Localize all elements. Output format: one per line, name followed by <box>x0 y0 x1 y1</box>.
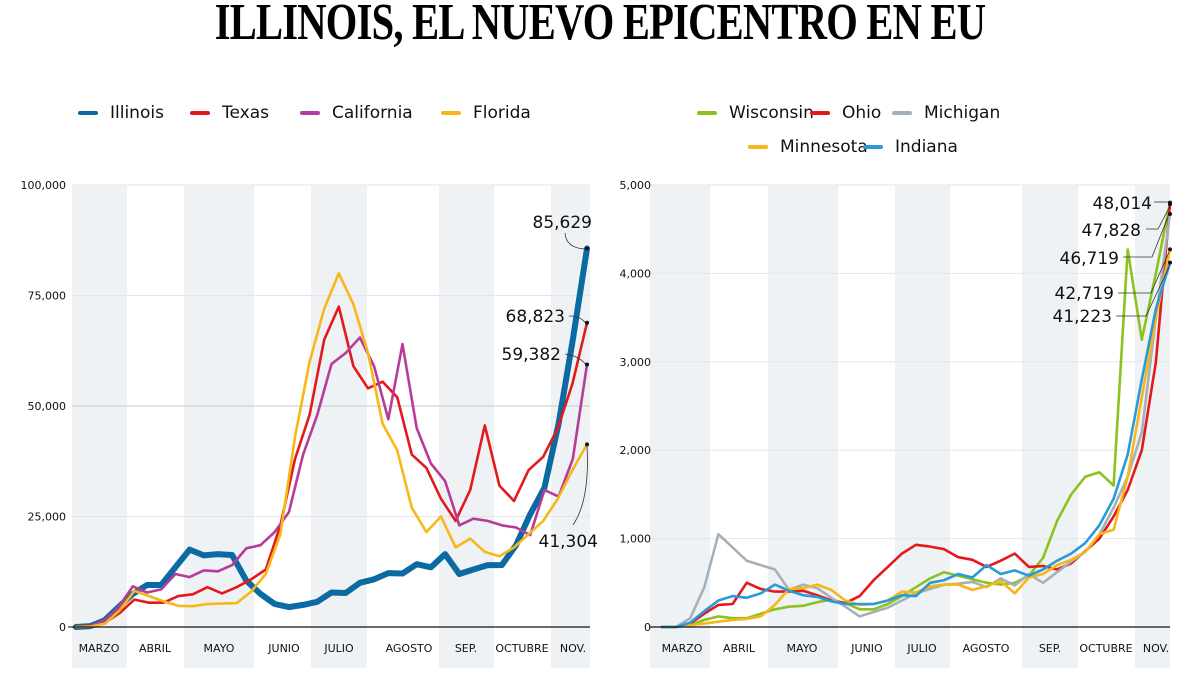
x-tick-label: JUNIO <box>850 642 883 655</box>
endpoint-dot <box>1168 260 1172 265</box>
x-tick-label: JULIO <box>323 642 354 655</box>
legend-item-minnesota: Minnesota <box>748 137 868 157</box>
series-line-illinois <box>73 245 590 630</box>
x-tick-label: NOV. <box>1143 642 1169 655</box>
legend-item-indiana: Indiana <box>863 137 958 157</box>
legend-item-ohio: Ohio <box>810 103 881 123</box>
legend-swatch <box>892 111 912 115</box>
x-tick-label: NOV. <box>560 642 586 655</box>
month-band <box>72 185 127 668</box>
annotation-label: 48,014 <box>1093 194 1152 214</box>
x-tick-label: SEP. <box>1039 642 1061 655</box>
annotation-label: 42,719 <box>1055 284 1114 304</box>
legend-item-michigan: Michigan <box>892 103 1000 123</box>
legend-swatch <box>300 111 320 115</box>
x-tick-label: JUNIO <box>267 642 300 655</box>
legend-item-texas: Texas <box>190 103 269 123</box>
annotation-label: 68,823 <box>506 307 565 327</box>
legend-label: Minnesota <box>780 137 868 157</box>
x-tick-label: AGOSTO <box>386 642 433 655</box>
x-tick-label: OCTUBRE <box>495 642 548 655</box>
annotation-label: 46,719 <box>1060 249 1119 269</box>
y-tick-label: 25,000 <box>28 511 67 524</box>
endpoint-dot <box>585 246 589 251</box>
x-tick-label: MARZO <box>79 642 120 655</box>
annotation-leader <box>1146 205 1171 230</box>
legend-label: Illinois <box>110 103 164 123</box>
legend-label: Indiana <box>895 137 958 157</box>
annotation-label: 41,304 <box>539 532 598 552</box>
legend-swatch <box>441 111 461 115</box>
endpoint-dot <box>585 320 589 325</box>
annotation-leader <box>1123 216 1169 258</box>
y-tick-label: 1,000 <box>620 533 652 546</box>
legend-swatch <box>748 145 768 149</box>
legend-swatch <box>863 145 883 149</box>
x-tick-label: MAYO <box>204 642 235 655</box>
legend-swatch <box>78 111 98 115</box>
legend-label: Texas <box>222 103 269 123</box>
series-line-minnesota <box>660 248 1172 629</box>
endpoint-dot <box>1168 202 1172 207</box>
y-tick-label: 50,000 <box>28 400 67 413</box>
legend-label: Michigan <box>924 103 1001 123</box>
endpoint-dot <box>1168 211 1172 216</box>
x-tick-label: SEP. <box>455 642 477 655</box>
legend-item-illinois: Illinois <box>78 103 164 123</box>
y-tick-label: 75,000 <box>28 290 67 303</box>
annotation-label: 59,382 <box>502 345 561 365</box>
legend-swatch <box>190 111 210 115</box>
legend-label: California <box>332 103 413 123</box>
x-tick-label: MARZO <box>662 642 703 655</box>
series-line-florida <box>74 272 589 629</box>
endpoint-dot <box>1168 247 1172 252</box>
legend-item-wisconsin: Wisconsin <box>697 103 814 123</box>
annotation-leader <box>1118 251 1170 294</box>
series-line-texas <box>74 305 589 629</box>
endpoint-dot <box>585 362 589 367</box>
month-band <box>184 185 254 668</box>
y-tick-label: 0 <box>644 621 651 634</box>
series-line-california <box>74 336 589 629</box>
x-tick-label: ABRIL <box>723 642 756 655</box>
x-tick-label: JULIO <box>906 642 937 655</box>
month-band <box>895 185 950 668</box>
chart-left: 0 25,000 50,000 75,000 100,000 MARZO ABRIL MAYO… <box>21 179 598 668</box>
y-tick-label: 0 <box>59 621 66 634</box>
y-tick-label: 100,000 <box>21 179 67 192</box>
legend-item-california: California <box>300 103 413 123</box>
annotation-leader <box>1116 264 1171 317</box>
legend-label: Florida <box>473 103 531 123</box>
chart-right: 0 1,000 2,000 3,000 4,000 5,000 MARZO ABRIL MAYO… <box>620 179 1172 668</box>
x-tick-label: OCTUBRE <box>1079 642 1132 655</box>
x-tick-label: ABRIL <box>139 642 172 655</box>
series-line-indiana <box>660 261 1172 629</box>
x-tick-label: AGOSTO <box>963 642 1010 655</box>
legend-label: Ohio <box>842 103 882 123</box>
y-tick-label: 3,000 <box>620 356 652 369</box>
annotation-label: 41,223 <box>1053 307 1112 327</box>
annotation-label: 85,629 <box>533 213 592 233</box>
x-tick-label: MAYO <box>787 642 818 655</box>
y-tick-label: 2,000 <box>620 444 652 457</box>
annotation-label: 47,828 <box>1082 221 1141 241</box>
legend-item-florida: Florida <box>441 103 531 123</box>
month-band <box>650 185 710 668</box>
month-band <box>1022 185 1078 668</box>
legend-label: Wisconsin <box>729 103 814 123</box>
endpoint-dot <box>585 442 589 447</box>
legend-swatch <box>697 111 717 115</box>
y-tick-label: 5,000 <box>620 179 652 192</box>
annotation-leader <box>572 445 588 526</box>
page-title: ILLINOIS, EL NUEVO EPICENTRO EN EU <box>214 0 986 51</box>
annotation-leader <box>564 232 586 250</box>
legend-swatch <box>810 111 830 115</box>
y-tick-label: 4,000 <box>620 267 652 280</box>
